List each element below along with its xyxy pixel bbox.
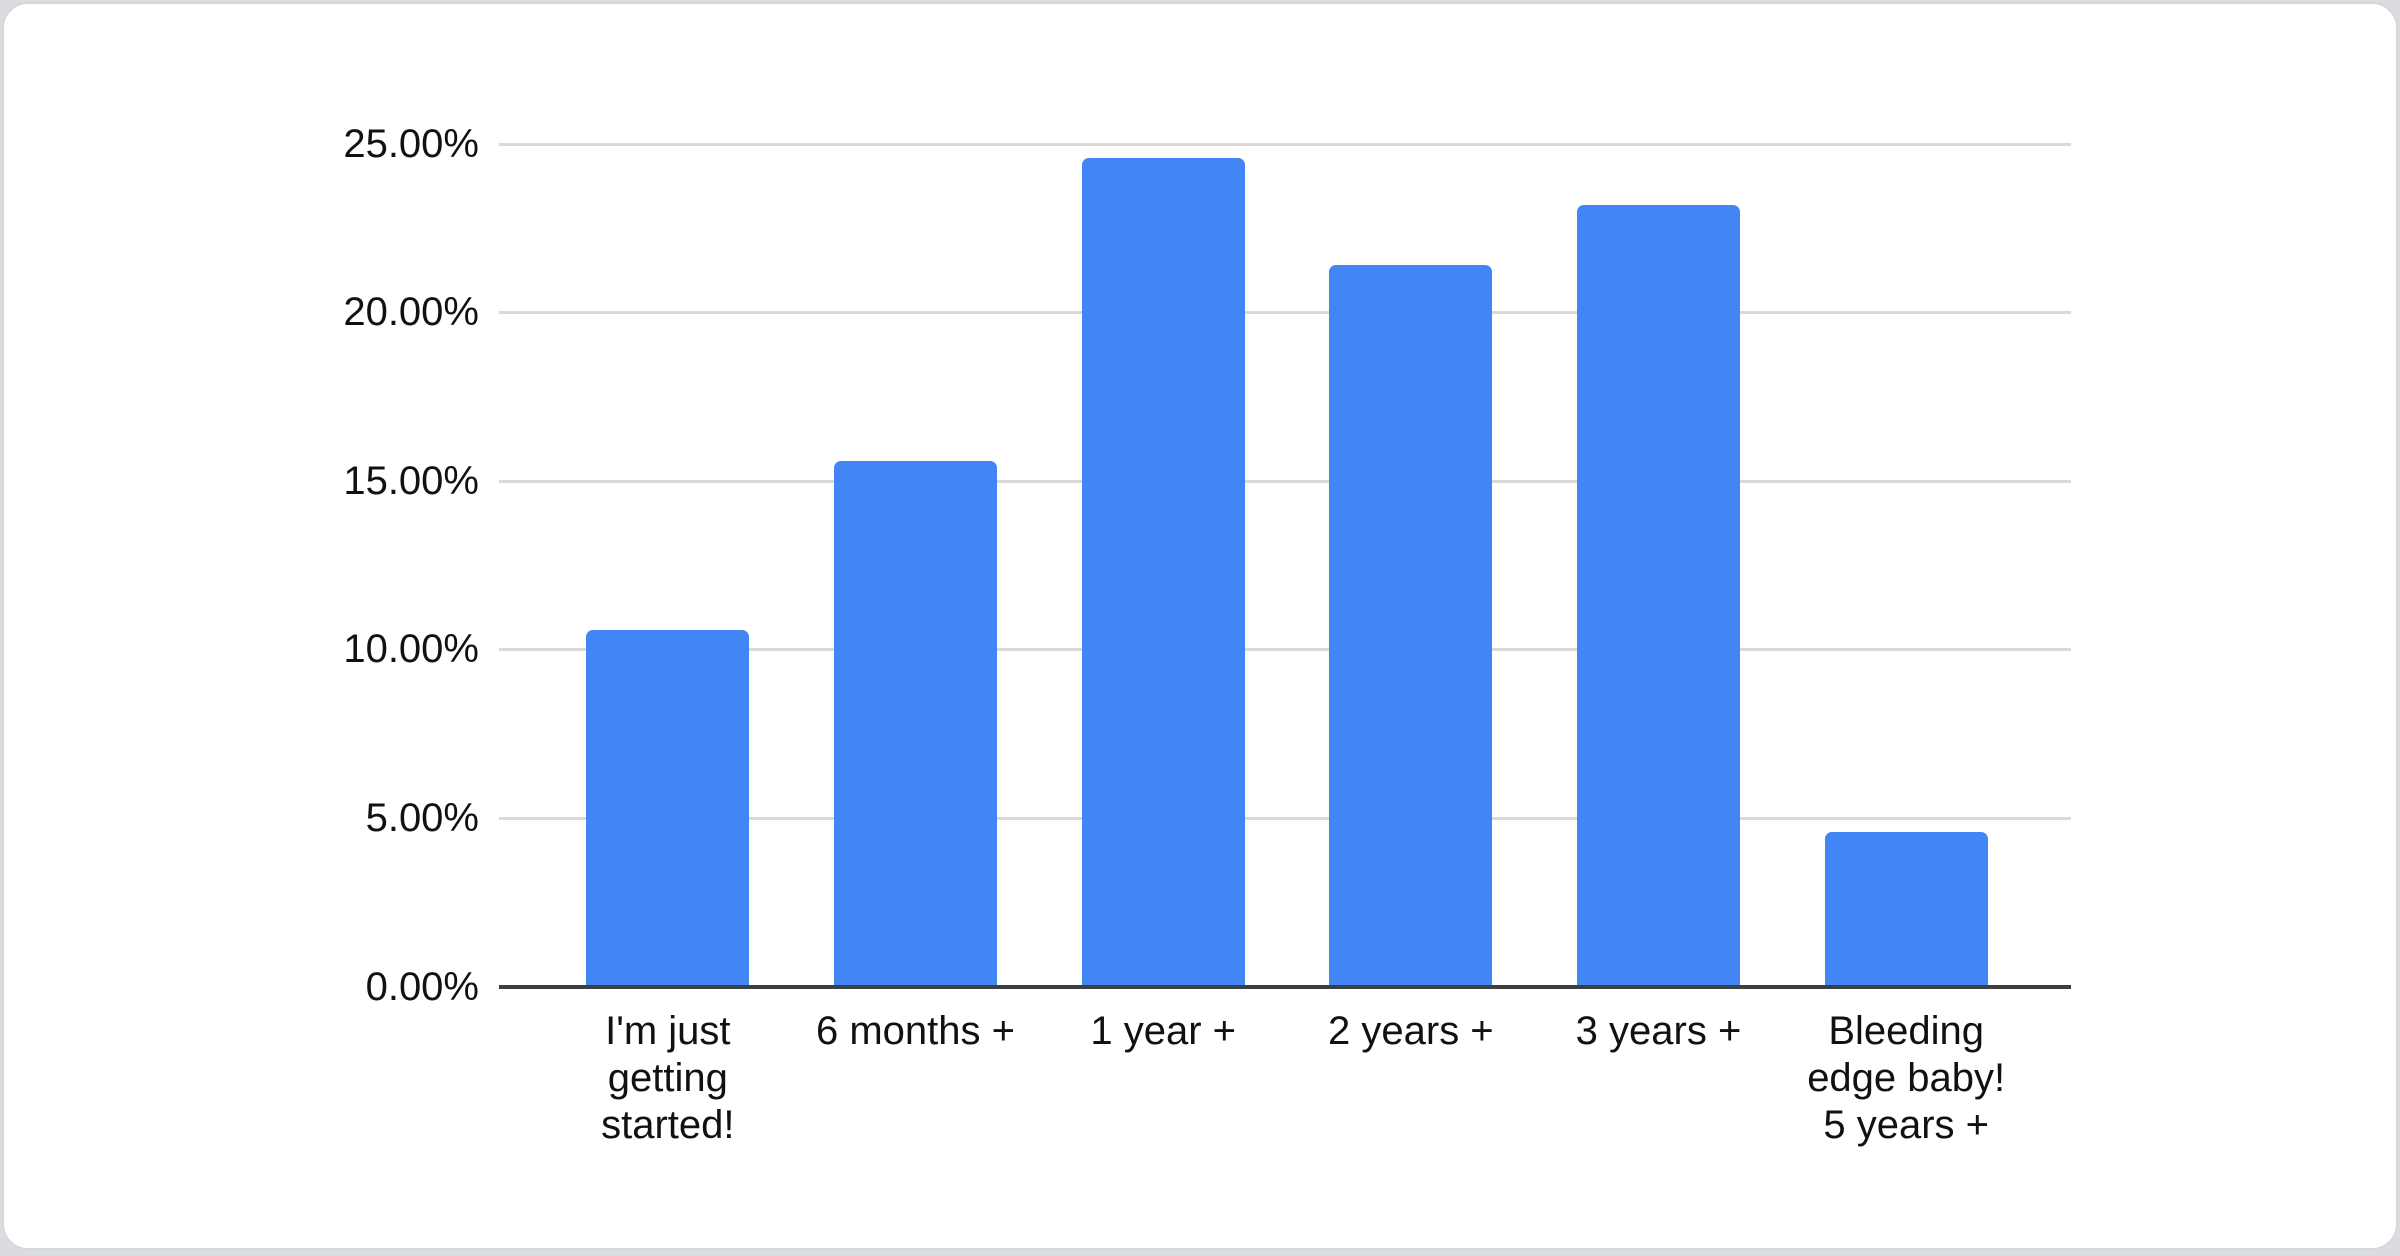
y-axis-tick-label: 10.00% (343, 627, 479, 672)
y-axis-tick-label: 25.00% (343, 121, 479, 166)
bar (1577, 204, 1740, 987)
y-axis-tick-label: 20.00% (343, 290, 479, 335)
gridline (499, 142, 2071, 146)
gridline (499, 648, 2071, 652)
bar (1329, 265, 1493, 987)
y-axis-tick-label: 15.00% (343, 458, 479, 503)
x-axis-category-label: 1 year + (1090, 1009, 1236, 1053)
bar (586, 629, 750, 987)
plot-area (499, 142, 2071, 989)
gridline (499, 816, 2071, 820)
bar (1824, 831, 1988, 987)
x-axis-category-label: Bleeding edge baby! 5 years + (1807, 1009, 2006, 1147)
x-axis-category-label: 3 years + (1575, 1009, 1742, 1053)
x-axis-category-label: I'm just getting started! (601, 1009, 735, 1147)
gridline (499, 311, 2071, 315)
x-axis-category-label: 2 years + (1328, 1009, 1494, 1053)
bar (1081, 157, 1245, 987)
y-axis-tick-label: 0.00% (365, 964, 479, 1009)
y-axis-tick-label: 5.00% (365, 795, 479, 840)
gridline (499, 479, 2071, 483)
x-axis-category-label: 6 months + (815, 1009, 1015, 1053)
bar (834, 460, 997, 987)
x-axis-baseline (499, 985, 2071, 989)
